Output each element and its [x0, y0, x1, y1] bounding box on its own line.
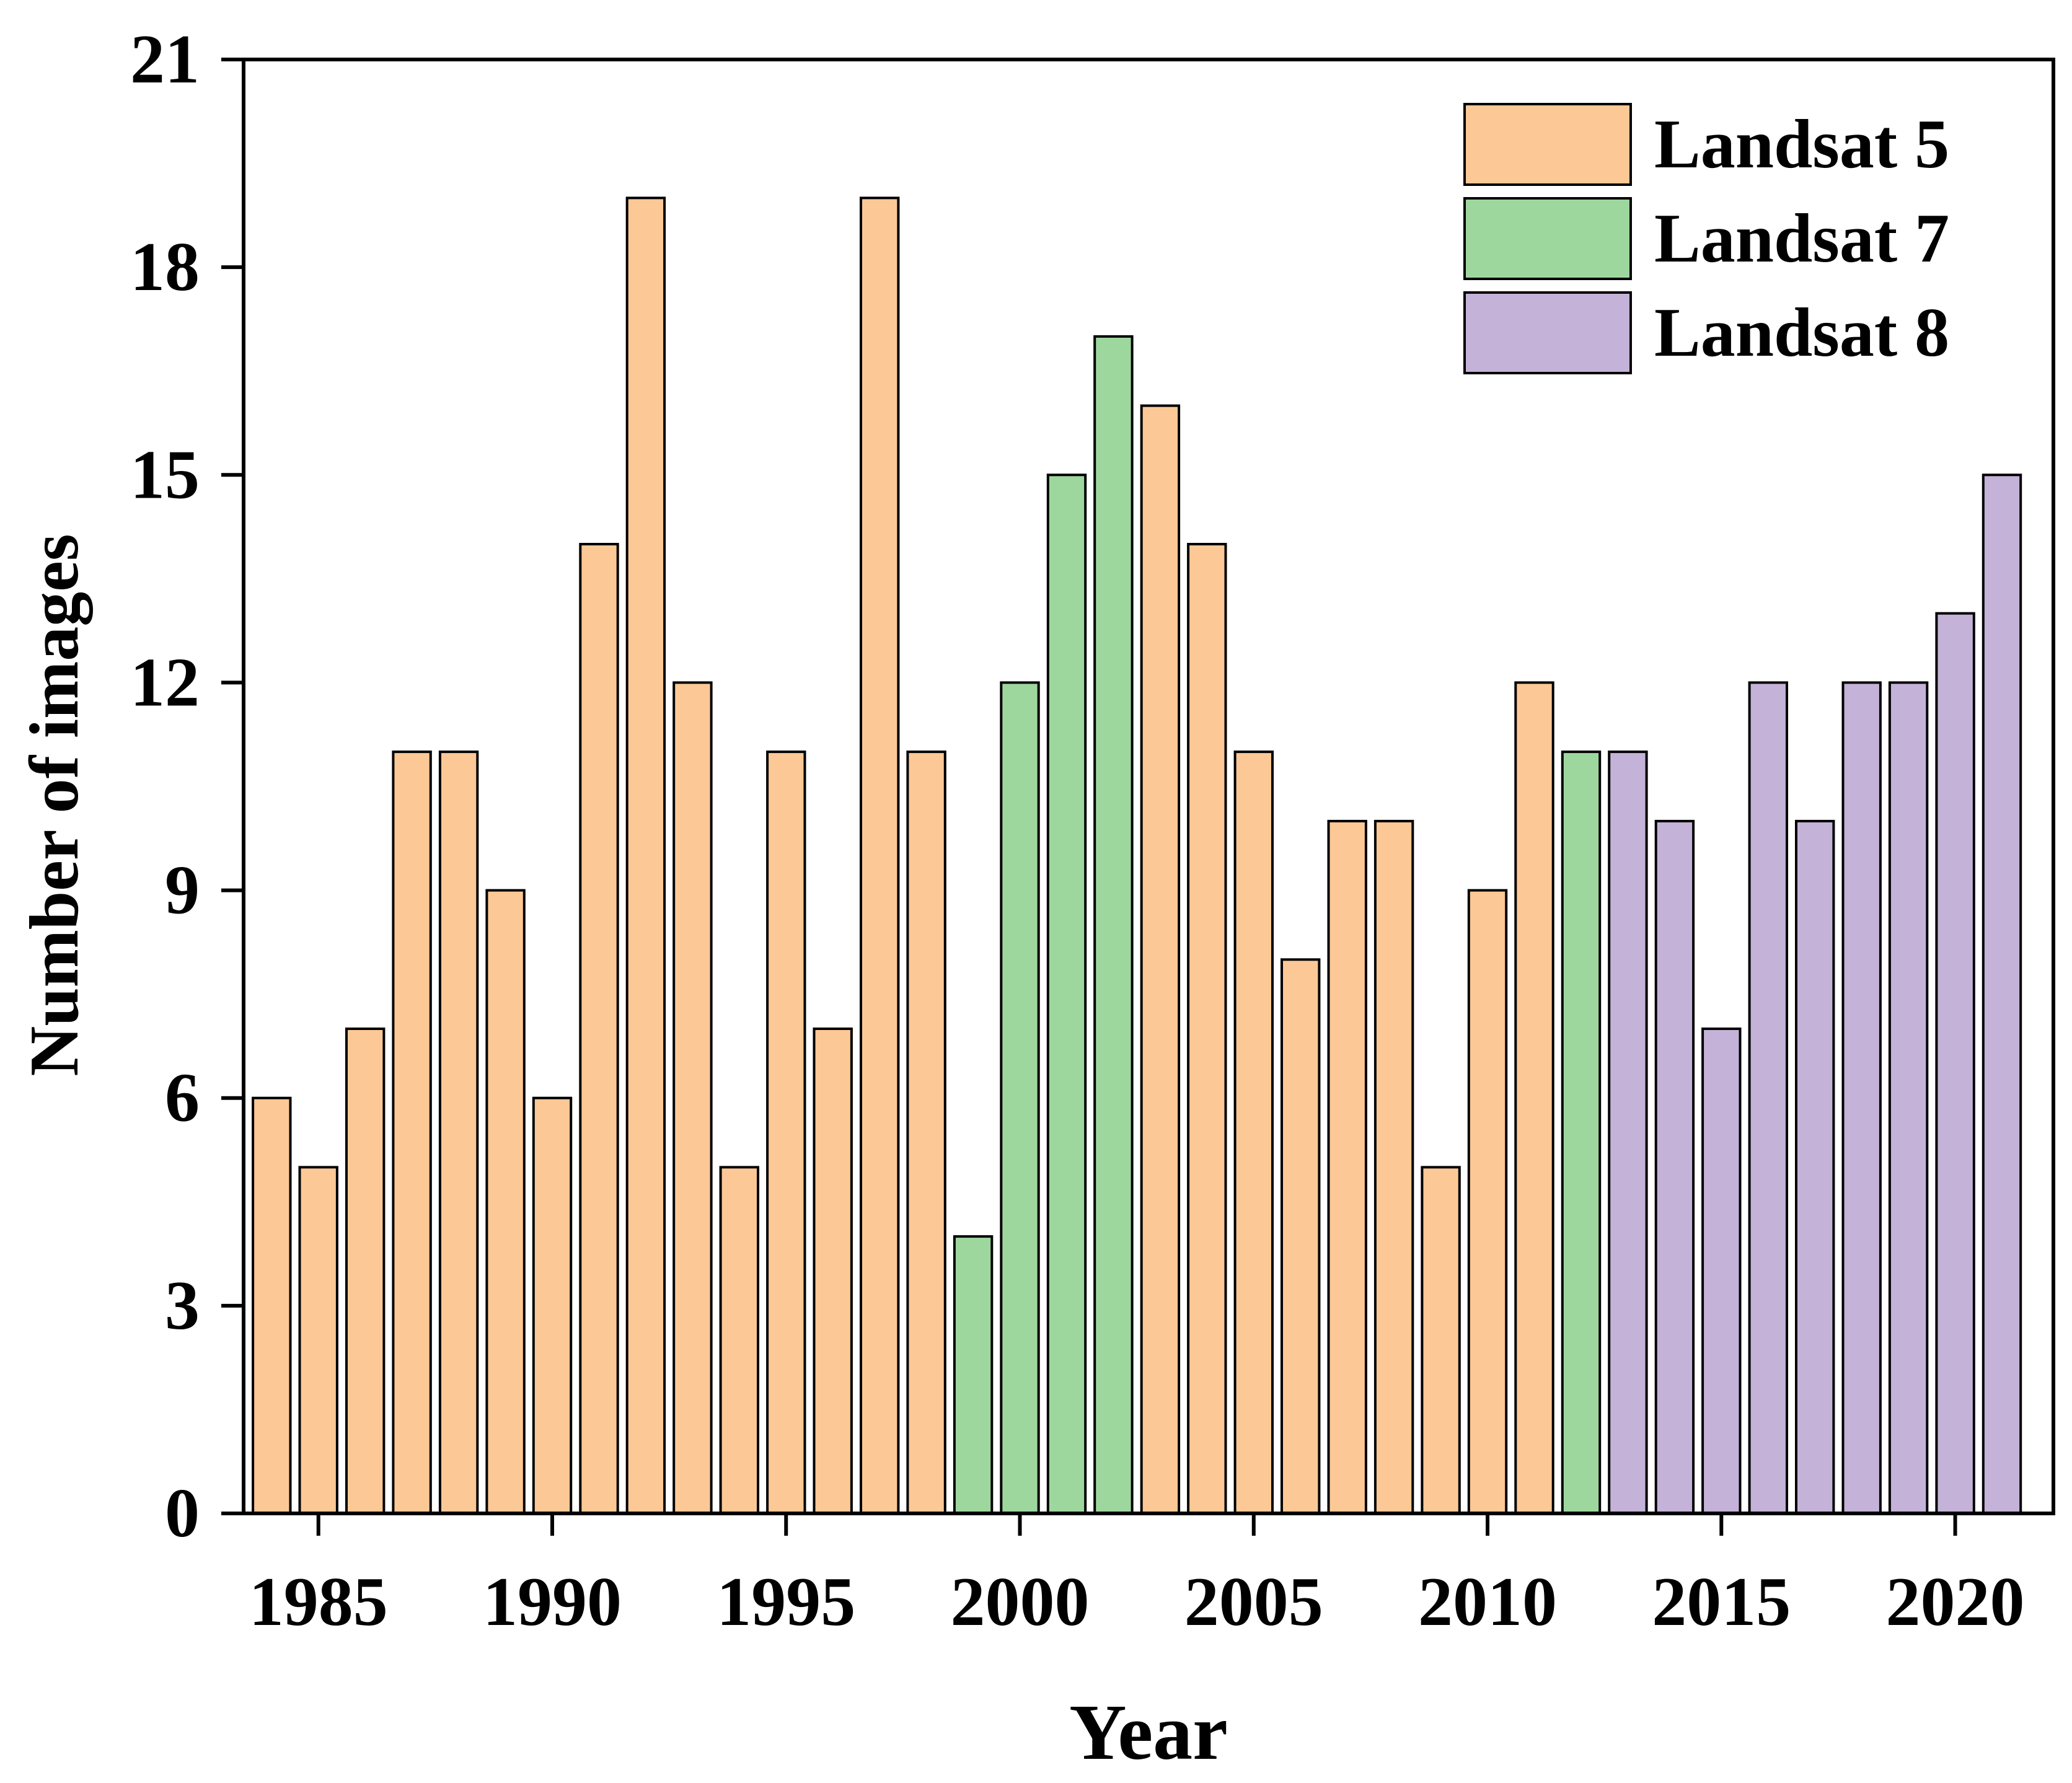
x-tick-label: 2020 — [1886, 1564, 2025, 1640]
bar-2006 — [1281, 958, 1321, 1515]
bar-2015 — [1701, 1028, 1742, 1515]
bar-1993 — [672, 681, 713, 1515]
x-tick-label: 1995 — [716, 1564, 855, 1640]
bar-1996 — [813, 1028, 853, 1515]
bar-1989 — [485, 889, 526, 1515]
bar-1987 — [392, 751, 432, 1515]
legend: Landsat 5 Landsat 7 Landsat 8 — [1463, 103, 1949, 374]
x-tick-label: 2000 — [951, 1564, 1090, 1640]
bar-2010 — [1467, 889, 1508, 1515]
x-tick-label: 1990 — [483, 1564, 622, 1640]
bar-2000 — [1000, 681, 1040, 1515]
bar-2007 — [1327, 819, 1367, 1515]
y-tick-label: 3 — [165, 1267, 200, 1344]
bar-2012 — [1561, 751, 1602, 1515]
bar-2018 — [1841, 681, 1882, 1515]
y-tick-label: 21 — [130, 21, 200, 98]
bar-2019 — [1888, 681, 1929, 1515]
y-tick-label: 15 — [130, 436, 200, 513]
bar-2014 — [1654, 819, 1695, 1515]
bar-2011 — [1514, 681, 1554, 1515]
bar-2001 — [1046, 473, 1087, 1515]
bar-2009 — [1421, 1166, 1461, 1515]
y-tick-label: 9 — [165, 852, 200, 929]
bar-2016 — [1748, 681, 1789, 1515]
y-tick-label: 6 — [165, 1060, 200, 1137]
bar-2013 — [1608, 751, 1648, 1515]
ticks-layer: 1985 1990 1995 2000 2005 2010 2015 2020 0 3 6 9 12 15… — [130, 21, 2025, 1640]
bar-1984 — [252, 1096, 292, 1515]
bar-2021 — [1982, 473, 2022, 1515]
bar-2004 — [1187, 543, 1227, 1515]
y-tick-label: 12 — [130, 644, 200, 721]
legend-label: Landsat 8 — [1654, 294, 1949, 371]
legend-label: Landsat 5 — [1654, 106, 1949, 183]
x-tick-label: 1985 — [249, 1564, 388, 1640]
x-tick-label: 2015 — [1652, 1564, 1791, 1640]
plot-frame — [242, 58, 2055, 1515]
bar-1985 — [298, 1166, 338, 1515]
bar-2005 — [1233, 751, 1274, 1515]
bar-1997 — [860, 196, 900, 1515]
y-tick-label: 18 — [130, 229, 200, 306]
bar-1994 — [719, 1166, 759, 1515]
bar-1999 — [953, 1235, 994, 1515]
y-axis-title: Number of images — [16, 534, 93, 1076]
x-axis-title: Year — [1069, 1688, 1228, 1776]
legend-swatch-1 — [1463, 103, 1632, 186]
x-tick-label: 2010 — [1418, 1564, 1557, 1640]
bar-1986 — [345, 1028, 386, 1515]
bar-1995 — [766, 751, 806, 1515]
bar-1991 — [579, 543, 619, 1515]
bar-2020 — [1935, 612, 1975, 1515]
legend-swatch-2 — [1463, 197, 1632, 280]
legend-swatch-3 — [1463, 291, 1632, 374]
bar-2003 — [1140, 404, 1181, 1515]
bar-1998 — [906, 751, 946, 1515]
bars-layer — [252, 196, 2022, 1515]
bar-2002 — [1093, 335, 1134, 1515]
bar-1990 — [532, 1096, 573, 1515]
y-tick-label: 0 — [165, 1475, 200, 1552]
x-tick-label: 2005 — [1184, 1564, 1323, 1640]
bar-2008 — [1373, 819, 1414, 1515]
legend-label: Landsat 7 — [1654, 200, 1949, 277]
bar-1992 — [625, 196, 666, 1515]
bar-1988 — [438, 751, 479, 1515]
bar-2017 — [1795, 819, 1835, 1515]
